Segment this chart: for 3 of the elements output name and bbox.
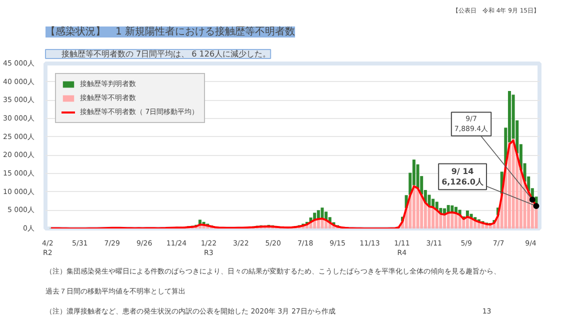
chart-title: 【感染状況】 1 新規陽性者における接触歴等不明者数 [46, 26, 296, 38]
chart-subtitle: 接触歴等不明者数の 7日間平均は、 6 126人に減少した。 [46, 50, 271, 58]
annotation: 9/ 14 6,126.0人 [442, 166, 484, 187]
